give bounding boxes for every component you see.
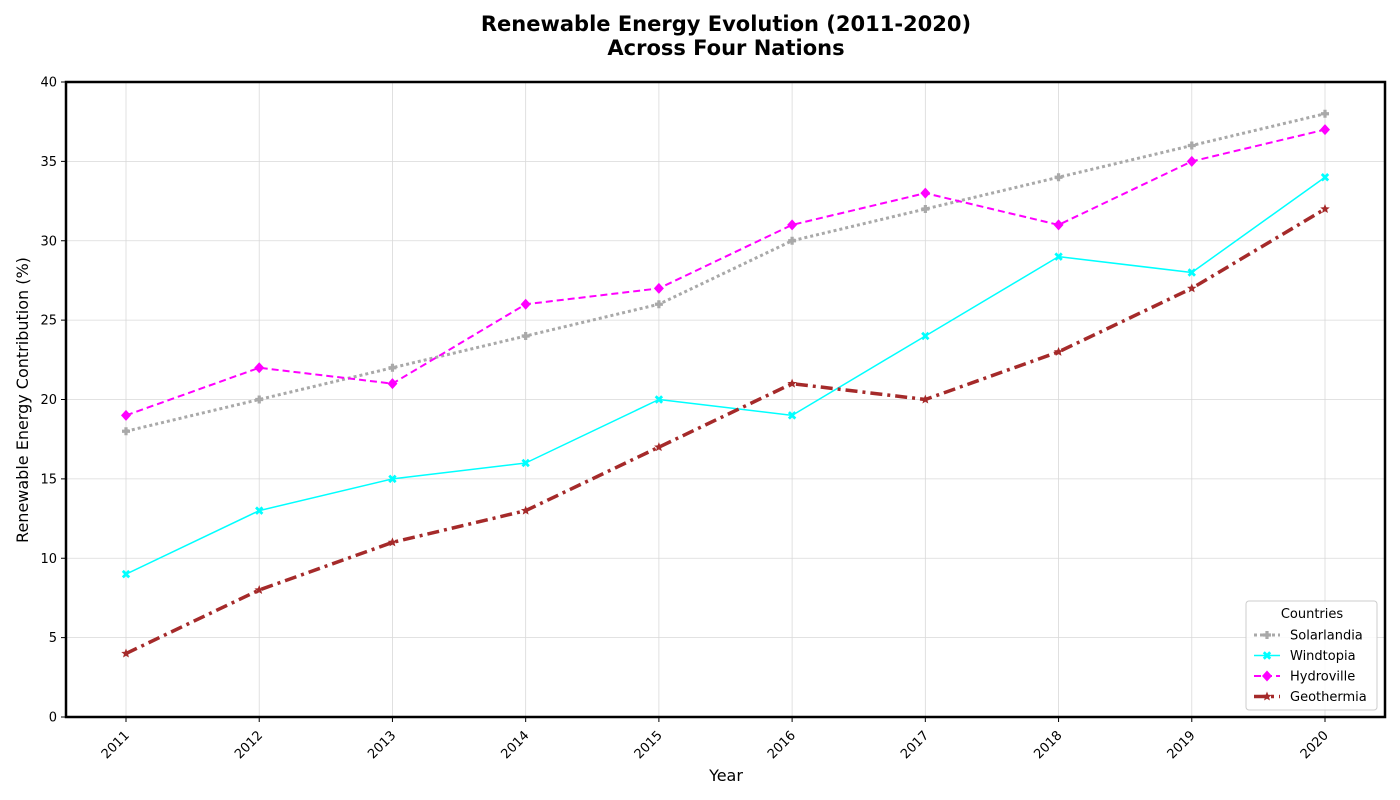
legend-label-windtopia: Windtopia: [1290, 649, 1356, 664]
data-point-solarlandia: [921, 205, 929, 213]
y-tick-label: 30: [40, 234, 57, 249]
x-tick-label: 2014: [498, 728, 532, 762]
y-axis-label: Renewable Energy Contribution (%): [13, 257, 32, 543]
data-point-hydroville: [920, 188, 930, 199]
data-point-hydroville: [387, 378, 397, 389]
y-tick-label: 40: [40, 76, 57, 91]
x-tick-label: 2011: [99, 728, 133, 762]
data-point-hydroville: [121, 410, 131, 421]
series-line-windtopia: [126, 177, 1325, 574]
data-point-hydroville: [1320, 124, 1330, 135]
legend-label-hydroville: Hydroville: [1290, 670, 1355, 685]
y-tick-label: 35: [40, 155, 57, 170]
series-geothermia: [121, 204, 1330, 658]
series-layer: [121, 110, 1330, 658]
legend-label-geothermia: Geothermia: [1290, 690, 1367, 705]
series-windtopia: [123, 174, 1328, 577]
data-point-solarlandia: [522, 332, 530, 340]
x-axis-label: Year: [708, 766, 743, 785]
series-hydroville: [121, 124, 1330, 421]
y-tick-label: 0: [49, 711, 57, 726]
series-solarlandia: [122, 110, 1329, 436]
data-point-hydroville: [1187, 156, 1197, 167]
series-line-geothermia: [126, 209, 1325, 654]
data-point-solarlandia: [388, 364, 396, 372]
data-point-hydroville: [654, 283, 664, 294]
y-tick-label: 20: [40, 393, 57, 408]
x-tick-label: 2016: [765, 728, 799, 762]
legend-label-solarlandia: Solarlandia: [1290, 629, 1363, 644]
x-tick-label: 2013: [365, 728, 399, 762]
chart-title-line2: Across Four Nations: [607, 36, 844, 60]
x-tick-label: 2020: [1298, 728, 1332, 762]
y-tick-label: 15: [40, 472, 57, 487]
grid: [66, 82, 1385, 717]
series-line-hydroville: [126, 130, 1325, 416]
data-point-solarlandia: [1321, 110, 1329, 118]
data-point-hydroville: [1054, 219, 1064, 230]
data-point-hydroville: [787, 219, 797, 230]
y-tick-label: 25: [40, 314, 57, 329]
x-tick-label: 2015: [632, 728, 666, 762]
x-tick-label: 2017: [898, 728, 932, 762]
data-point-hydroville: [254, 362, 264, 373]
data-point-solarlandia: [122, 427, 130, 435]
data-point-hydroville: [521, 299, 531, 310]
chart-title-line1: Renewable Energy Evolution (2011-2020): [481, 12, 971, 36]
data-point-solarlandia: [655, 300, 663, 308]
legend: Countries Solarlandia Windtopia Hydroville…: [1246, 601, 1377, 710]
legend-title: Countries: [1281, 607, 1344, 622]
x-tick-label: 2018: [1031, 728, 1065, 762]
x-tick-label: 2012: [232, 728, 266, 762]
y-tick-label: 5: [49, 631, 57, 646]
data-point-solarlandia: [255, 396, 263, 404]
x-tick-label: 2019: [1165, 728, 1199, 762]
axis-ticks: 0 5 10 15 20 25 30 35 40 2011 2012 2013 2014 2015 2016…: [40, 76, 1331, 763]
data-point-solarlandia: [1055, 173, 1063, 181]
y-tick-label: 10: [40, 552, 57, 567]
data-point-solarlandia: [1188, 142, 1196, 150]
